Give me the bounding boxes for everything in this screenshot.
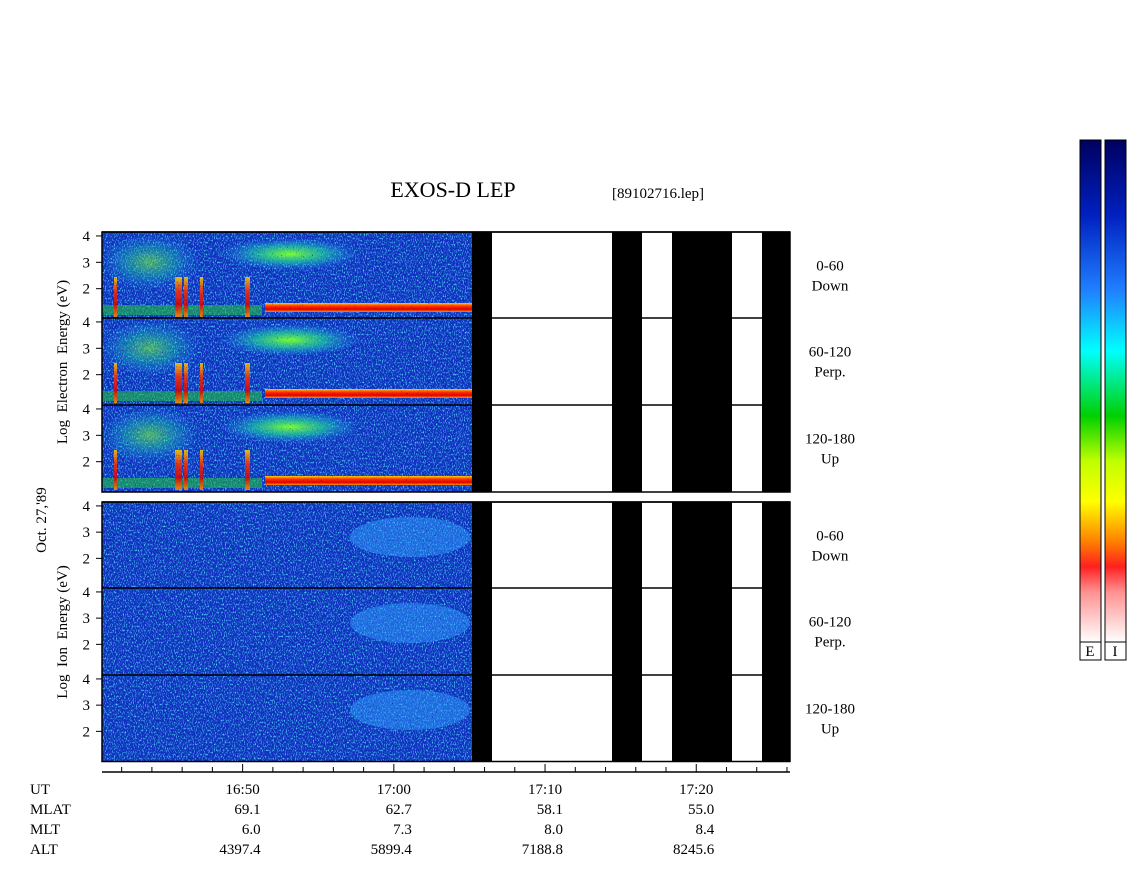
- colorbar-label: I: [1113, 644, 1118, 660]
- ephemeris-name: MLT: [30, 822, 60, 838]
- direction-label: Up: [821, 452, 839, 468]
- file-name: [89102716.lep]: [612, 186, 704, 202]
- data-gap: [672, 588, 732, 675]
- y-tick-label: 3: [83, 611, 91, 627]
- ephemeris-value: 6.0: [242, 822, 261, 838]
- electron-ylabel: Log Electron Energy (eV): [55, 280, 71, 444]
- y-tick-label: 3: [83, 255, 91, 271]
- data-gap: [472, 405, 492, 492]
- ephemeris-value: 62.7: [386, 802, 413, 818]
- y-tick-label: 3: [83, 525, 91, 541]
- y-tick-label: 2: [83, 368, 91, 384]
- spectrogram-dots: [102, 232, 472, 319]
- data-gap: [612, 405, 642, 492]
- ephemeris-value: 58.1: [537, 802, 563, 818]
- data-gap: [762, 232, 790, 319]
- colorbar-e: [1079, 139, 1102, 643]
- y-tick-label: 4: [83, 402, 91, 418]
- data-gap: [762, 588, 790, 675]
- direction-label: Perp.: [814, 634, 845, 650]
- colorbar-label-box: [1104, 641, 1127, 661]
- colorbar-i: [1104, 139, 1127, 643]
- y-tick-label: 2: [83, 455, 91, 471]
- pitch-label: 0-60: [816, 528, 844, 544]
- ephemeris-value: 55.0: [688, 802, 714, 818]
- data-gap: [612, 588, 642, 675]
- y-tick-label: 4: [83, 672, 91, 688]
- ephemeris-value: 69.1: [234, 802, 260, 818]
- data-gap: [472, 318, 492, 405]
- pitch-label: 60-120: [809, 345, 852, 361]
- data-gap: [762, 405, 790, 492]
- y-tick-label: 4: [83, 499, 91, 515]
- ephemeris-value: 8245.6: [673, 842, 715, 858]
- y-tick-label: 3: [83, 698, 91, 714]
- data-gap: [672, 232, 732, 319]
- y-tick-label: 4: [83, 585, 91, 601]
- plot-frame: [101, 231, 791, 493]
- direction-label: Down: [812, 279, 849, 295]
- direction-label: Up: [821, 721, 839, 737]
- data-gap: [762, 675, 790, 762]
- y-tick-label: 4: [83, 229, 91, 245]
- ephemeris-value: 7188.8: [522, 842, 563, 858]
- y-tick-label: 3: [83, 428, 91, 444]
- x-tick-label: 17:00: [377, 782, 411, 798]
- data-gap: [762, 318, 790, 405]
- spectrogram-dots: [102, 675, 472, 762]
- data-gap: [672, 405, 732, 492]
- pitch-label: 60-120: [809, 614, 852, 630]
- spectrogram-dots: [102, 502, 472, 589]
- direction-label: Down: [812, 548, 849, 564]
- data-gap: [472, 502, 492, 589]
- data-gap: [612, 675, 642, 762]
- colorbar-label: E: [1085, 644, 1094, 660]
- ephemeris-value: 4397.4: [219, 842, 261, 858]
- colorbar-label-box: [1079, 641, 1102, 661]
- y-tick-label: 3: [83, 341, 91, 357]
- x-tick-label: 17:10: [528, 782, 562, 798]
- x-tick-label: 16:50: [226, 782, 260, 798]
- pitch-label: 120-180: [805, 432, 855, 448]
- ephemeris-value: 8.0: [544, 822, 563, 838]
- ion-ylabel: Log Ion Energy (eV): [55, 565, 71, 698]
- pitch-label: 0-60: [816, 259, 844, 275]
- date: Oct. 27,'89: [34, 487, 50, 553]
- data-gap: [612, 318, 642, 405]
- y-tick-label: 2: [83, 282, 91, 298]
- ephemeris-value: 5899.4: [371, 842, 413, 858]
- plot-frame: [101, 501, 791, 763]
- ephemeris-name: UT: [30, 782, 50, 798]
- data-gap: [672, 502, 732, 589]
- direction-label: Perp.: [814, 365, 845, 381]
- data-gap: [672, 318, 732, 405]
- y-tick-label: 2: [83, 551, 91, 567]
- y-tick-label: 2: [83, 724, 91, 740]
- spectrogram-dots: [102, 405, 472, 492]
- ephemeris-name: ALT: [30, 842, 58, 858]
- data-gap: [472, 232, 492, 319]
- title: EXOS-D LEP: [390, 177, 515, 202]
- data-gap: [472, 588, 492, 675]
- data-gap: [612, 502, 642, 589]
- ephemeris-name: MLAT: [30, 802, 71, 818]
- y-tick-label: 4: [83, 315, 91, 331]
- spectrogram-dots: [102, 318, 472, 405]
- x-tick-label: 17:20: [679, 782, 713, 798]
- spectrogram-dots: [102, 588, 472, 675]
- data-gap: [472, 675, 492, 762]
- ephemeris-value: 7.3: [393, 822, 412, 838]
- data-gap: [762, 502, 790, 589]
- data-gap: [612, 232, 642, 319]
- pitch-label: 120-180: [805, 701, 855, 717]
- y-tick-label: 2: [83, 637, 91, 653]
- data-gap: [672, 675, 732, 762]
- ephemeris-value: 8.4: [696, 822, 715, 838]
